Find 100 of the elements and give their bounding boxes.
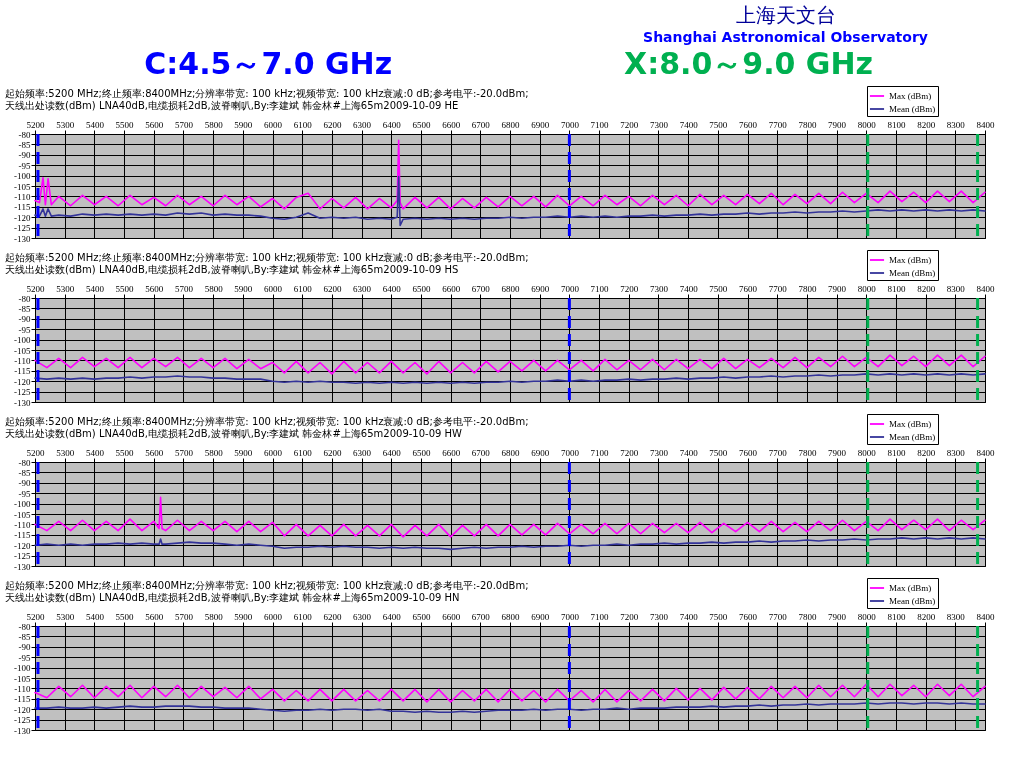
text: Shanghai Astronomical Observatory xyxy=(643,29,928,45)
y-tick-label: -80 xyxy=(18,293,31,304)
x-tick-label: 6100 xyxy=(293,283,313,294)
x-tick-label: 5300 xyxy=(56,447,75,458)
line-series xyxy=(34,139,986,210)
x-tick-label: 7400 xyxy=(679,283,699,294)
line-series xyxy=(34,496,986,538)
x-tick-label: 7200 xyxy=(620,447,639,458)
x-tick-label: 8200 xyxy=(917,283,936,294)
y-tick-label: -100 xyxy=(14,171,31,182)
legend-label: Mean (dBm) xyxy=(889,104,936,114)
x-tick-label: 5900 xyxy=(234,119,253,130)
x-tick-label: 8200 xyxy=(917,447,936,458)
x-tick-label: 7100 xyxy=(590,611,610,622)
y-tick-label: -120 xyxy=(14,704,31,715)
x-tick-label: 7000 xyxy=(560,611,580,622)
x-tick-label: 6900 xyxy=(531,447,550,458)
x-tick-label: 7900 xyxy=(828,611,847,622)
x-tick-label: 5600 xyxy=(145,283,164,294)
x-tick-label: 8300 xyxy=(946,447,966,458)
x-tick-label: 5900 xyxy=(234,283,253,294)
line-series xyxy=(34,702,986,714)
y-tick-label: -85 xyxy=(18,139,31,150)
x-tick-label: 7300 xyxy=(649,283,669,294)
y-tick-label: -110 xyxy=(14,683,31,694)
x-tick-label: 8100 xyxy=(887,447,906,458)
x-tick-label: 8400 xyxy=(976,447,995,458)
y-tick-label: -80 xyxy=(18,457,31,468)
x-tick-label: 6500 xyxy=(412,119,431,130)
x-tick-label: 7700 xyxy=(768,283,788,294)
x-tick-label: 7300 xyxy=(649,611,669,622)
x-tick-label: 5800 xyxy=(204,611,224,622)
x-tick-label: 5400 xyxy=(85,119,105,130)
y-tick-label: -120 xyxy=(14,212,31,223)
y-tick-label: -85 xyxy=(18,303,31,314)
x-tick-label: 5400 xyxy=(85,283,105,294)
x-tick-label: 5700 xyxy=(174,447,194,458)
x-tick-label: 6800 xyxy=(501,119,520,130)
x-tick-label: 6500 xyxy=(412,611,431,622)
x-tick-label: 6400 xyxy=(382,447,402,458)
x-tick-label: 6400 xyxy=(382,611,402,622)
x-tick-label: 7700 xyxy=(768,447,788,458)
x-tick-label: 6800 xyxy=(501,447,520,458)
legend-label: Max (dBm) xyxy=(889,255,932,265)
x-tick-label: 5600 xyxy=(145,447,164,458)
x-tick-label: 7600 xyxy=(739,447,758,458)
x-tick-label: 7000 xyxy=(560,447,580,458)
y-tick-label: -115 xyxy=(14,366,31,377)
x-tick-label: 5400 xyxy=(85,447,105,458)
x-tick-label: 6000 xyxy=(264,447,283,458)
legend-label: Mean (dBm) xyxy=(889,596,936,606)
x-tick-label: 8400 xyxy=(976,283,995,294)
x-tick-label: 7200 xyxy=(620,283,639,294)
x-tick-label: 6900 xyxy=(531,611,550,622)
x-tick-label: 8400 xyxy=(976,611,995,622)
x-tick-label: 8000 xyxy=(857,283,877,294)
x-tick-label: 6000 xyxy=(264,283,283,294)
x-tick-label: 6500 xyxy=(412,283,431,294)
x-tick-label: 8100 xyxy=(887,283,906,294)
x-tick-label: 6300 xyxy=(353,611,372,622)
x-tick-label: 5700 xyxy=(174,283,194,294)
x-tick-label: 7800 xyxy=(798,611,817,622)
line-series xyxy=(34,354,986,375)
line-series xyxy=(34,683,986,703)
y-tick-label: -80 xyxy=(18,129,31,140)
x-tick-label: 7500 xyxy=(709,611,728,622)
x-tick-label: 6700 xyxy=(471,119,491,130)
y-tick-label: -125 xyxy=(14,223,31,234)
y-tick-label: -115 xyxy=(14,202,31,213)
x-tick-label: 7500 xyxy=(709,283,728,294)
x-tick-label: 7600 xyxy=(739,119,758,130)
y-tick-label: -110 xyxy=(14,191,31,202)
x-tick-label: 6400 xyxy=(382,119,402,130)
x-tick-label: 6000 xyxy=(264,611,283,622)
text: C:4.5～7.0 GHz xyxy=(144,46,393,81)
x-tick-label: 5900 xyxy=(234,447,253,458)
y-tick-label: -90 xyxy=(18,642,31,653)
chart-title: 起始频率:5200 MHz;终止频率:8400MHz;分辨率带宽: 100 kHz;视频带宽: 100 kHz衰减:0 dB;参考电平:-20.0dBm;天线出处读数(dBm) LNA40dB,电缆损耗2dB,波脊喇叭,By:李建斌 韩金林#上海65m2009-10-09 HS xyxy=(5,252,529,275)
x-tick-label: 7900 xyxy=(828,283,847,294)
x-tick-label: 7100 xyxy=(590,447,610,458)
x-tick-label: 5800 xyxy=(204,119,224,130)
x-tick-label: 5200 xyxy=(26,119,45,130)
y-tick-label: -120 xyxy=(14,376,31,387)
x-tick-label: 5400 xyxy=(85,611,105,622)
x-tick-label: 6700 xyxy=(471,611,491,622)
y-tick-label: -100 xyxy=(14,663,31,674)
x-tick-label: 7300 xyxy=(649,119,669,130)
x-tick-label: 7100 xyxy=(590,119,610,130)
x-tick-label: 6100 xyxy=(293,447,313,458)
x-tick-label: 7400 xyxy=(679,611,699,622)
x-tick-label: 6900 xyxy=(531,283,550,294)
y-tick-label: -125 xyxy=(14,715,31,726)
x-tick-label: 7500 xyxy=(709,447,728,458)
y-tick-label: -105 xyxy=(14,509,31,520)
x-tick-label: 5200 xyxy=(26,283,45,294)
x-tick-label: 5700 xyxy=(174,119,194,130)
x-tick-label: 6500 xyxy=(412,447,431,458)
x-tick-label: 5800 xyxy=(204,283,224,294)
line-series xyxy=(34,373,986,385)
y-tick-label: -115 xyxy=(14,694,31,705)
